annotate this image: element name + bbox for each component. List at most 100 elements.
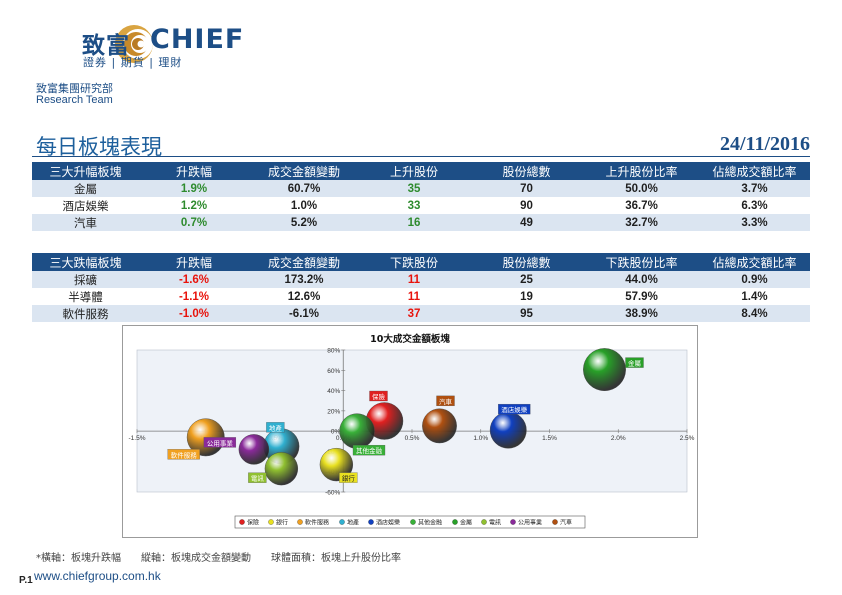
col-header: 下跌股份比率 — [584, 253, 699, 271]
legend-entry: 電訊 — [489, 519, 501, 527]
bubble-label: 保險 — [372, 392, 386, 401]
change-cell: 1.2% — [180, 199, 208, 212]
col-header: 佔總成交額比率 — [699, 253, 810, 271]
decliners-cell: 11 — [407, 290, 421, 303]
turnover-change-cell: 5.2% — [249, 214, 359, 231]
legend-swatch — [410, 519, 416, 525]
y-tick-label: 80% — [327, 348, 340, 355]
legend-entry: 金屬 — [460, 519, 472, 527]
legend-swatch — [368, 519, 374, 525]
title-divider — [32, 156, 810, 157]
top-losers-table: 三大跌幅板塊 升跌幅 成交金額變動 下跌股份 股份總數 下跌股份比率 佔總成交額… — [32, 253, 810, 322]
col-header: 升跌幅 — [139, 253, 249, 271]
bubble-label-box — [352, 444, 386, 456]
advancers-cell: 35 — [359, 180, 469, 197]
x-tick-label: 0.5% — [405, 435, 420, 442]
bubble-label-box — [339, 472, 358, 483]
total-stocks-cell: 90 — [520, 199, 533, 212]
col-header: 成交金額變動 — [249, 253, 359, 271]
website-link[interactable]: www.chiefgroup.com.hk — [34, 569, 161, 583]
turnover-share-cell: 3.3% — [699, 214, 810, 231]
col-header: 上升股份 — [359, 162, 469, 180]
advancers-cell: 33 — [407, 199, 421, 212]
top-gainers-table: 三大升幅板塊 升跌幅 成交金額變動 上升股份 股份總數 上升股份比率 佔總成交額… — [32, 162, 810, 231]
bubble-5 — [489, 411, 527, 449]
legend-swatch — [268, 519, 274, 525]
decline-ratio-cell: 57.9% — [625, 290, 658, 303]
legend-swatch — [510, 519, 516, 525]
sector-bubble-chart: 10大成交金額板塊-1.5%-1.0%-0.5%0.0%0.5%1.0%1.5%… — [122, 325, 698, 538]
decline-ratio-cell: 38.9% — [584, 305, 699, 322]
col-header: 股份總數 — [469, 162, 584, 180]
bubble-7 — [583, 348, 626, 391]
col-header: 升跌幅 — [139, 162, 249, 180]
bubble-label: 電訊 — [251, 474, 265, 483]
chart-canvas: 10大成交金額板塊-1.5%-1.0%-0.5%0.0%0.5%1.0%1.5%… — [129, 333, 695, 529]
chart-footnote: *橫軸：板塊升跌幅 縱軸：板塊成交金額變動 球體面積：板塊上升股份比率 — [36, 553, 401, 564]
bubble-10 — [422, 408, 457, 444]
legend-entry: 公用事業 — [518, 519, 542, 527]
brand-name-en: CHIEF — [150, 24, 245, 55]
legend-entry: 保險 — [247, 519, 259, 527]
decline-ratio-cell: 44.0% — [584, 271, 699, 288]
legend-swatch — [552, 519, 558, 525]
bubble-label: 軟件服務 — [171, 450, 198, 459]
bubble-label: 汽車 — [439, 397, 453, 406]
total-stocks-cell: 25 — [469, 271, 584, 288]
table-row: 採礦 -1.6% 173.2% 11 25 44.0% 0.9% — [32, 271, 810, 288]
y-tick-label: -60% — [325, 490, 340, 497]
legend-entry: 汽車 — [560, 519, 572, 527]
advancers-cell: 16 — [359, 214, 469, 231]
page-number: P.1 — [19, 575, 33, 586]
bubble-label: 公用事業 — [207, 438, 234, 447]
turnover-share-cell: 6.3% — [741, 199, 768, 212]
bubble-label-box — [203, 437, 237, 448]
decliners-cell: 37 — [359, 305, 469, 322]
advance-ratio-cell: 36.7% — [625, 199, 658, 212]
legend-swatch — [452, 519, 458, 525]
bubble-8 — [264, 452, 299, 486]
turnover-change-cell: 173.2% — [249, 271, 359, 288]
legend-entry: 地產 — [347, 519, 359, 527]
brand-tagline: 證券 | 期貨 | 理財 — [83, 56, 183, 69]
bubble-label: 其他金融 — [356, 446, 383, 455]
legend-entry: 其他金融 — [418, 519, 442, 527]
legend-swatch — [339, 519, 345, 525]
chart-title: 10大成交金額板塊 — [370, 333, 450, 345]
x-tick-label: 2.0% — [611, 435, 626, 442]
table-header-row: 三大升幅板塊 升跌幅 成交金額變動 上升股份 股份總數 上升股份比率 佔總成交額… — [32, 162, 810, 180]
col-header: 下跌股份 — [359, 253, 469, 271]
bubble-label-box — [498, 403, 531, 415]
legend-swatch — [481, 519, 487, 525]
col-header: 三大升幅板塊 — [32, 162, 139, 180]
bubble-6 — [339, 413, 375, 449]
col-header: 三大跌幅板塊 — [32, 253, 139, 271]
total-stocks-cell: 49 — [469, 214, 584, 231]
bubble-label: 酒店娛樂 — [501, 405, 528, 414]
total-stocks-cell: 70 — [469, 180, 584, 197]
team-name-cn: 致富集團研究部 — [36, 82, 113, 95]
table-row: 汽車 0.7% 5.2% 16 49 32.7% 3.3% — [32, 214, 810, 231]
col-header: 佔總成交額比率 — [699, 162, 810, 180]
legend-box — [234, 515, 586, 529]
legend-swatch — [239, 519, 245, 525]
change-cell: -1.1% — [178, 290, 210, 303]
turnover-share-cell: 8.4% — [699, 305, 810, 322]
legend-entry: 銀行 — [276, 519, 288, 527]
change-cell: -1.6% — [139, 271, 249, 288]
bubble-label-box — [167, 449, 200, 460]
team-name-en: Research Team — [36, 94, 113, 106]
turnover-change-cell: 12.6% — [287, 290, 321, 303]
total-stocks-cell: 19 — [520, 290, 533, 303]
advance-ratio-cell: 50.0% — [584, 180, 699, 197]
col-header: 成交金額變動 — [249, 162, 359, 180]
table-header-row: 三大跌幅板塊 升跌幅 成交金額變動 下跌股份 股份總數 下跌股份比率 佔總成交額… — [32, 253, 810, 271]
bubble-label: 銀行 — [342, 474, 356, 483]
bubble-label: 地產 — [269, 423, 283, 432]
brand-name-cn: 致富 — [82, 33, 130, 59]
bubble-label-box — [369, 390, 388, 402]
change-cell: 0.7% — [139, 214, 249, 231]
change-cell: -1.0% — [139, 305, 249, 322]
x-tick-label: 1.0% — [473, 435, 488, 442]
table-row: 軟件服務 -1.0% -6.1% 37 95 38.9% 8.4% — [32, 305, 810, 322]
